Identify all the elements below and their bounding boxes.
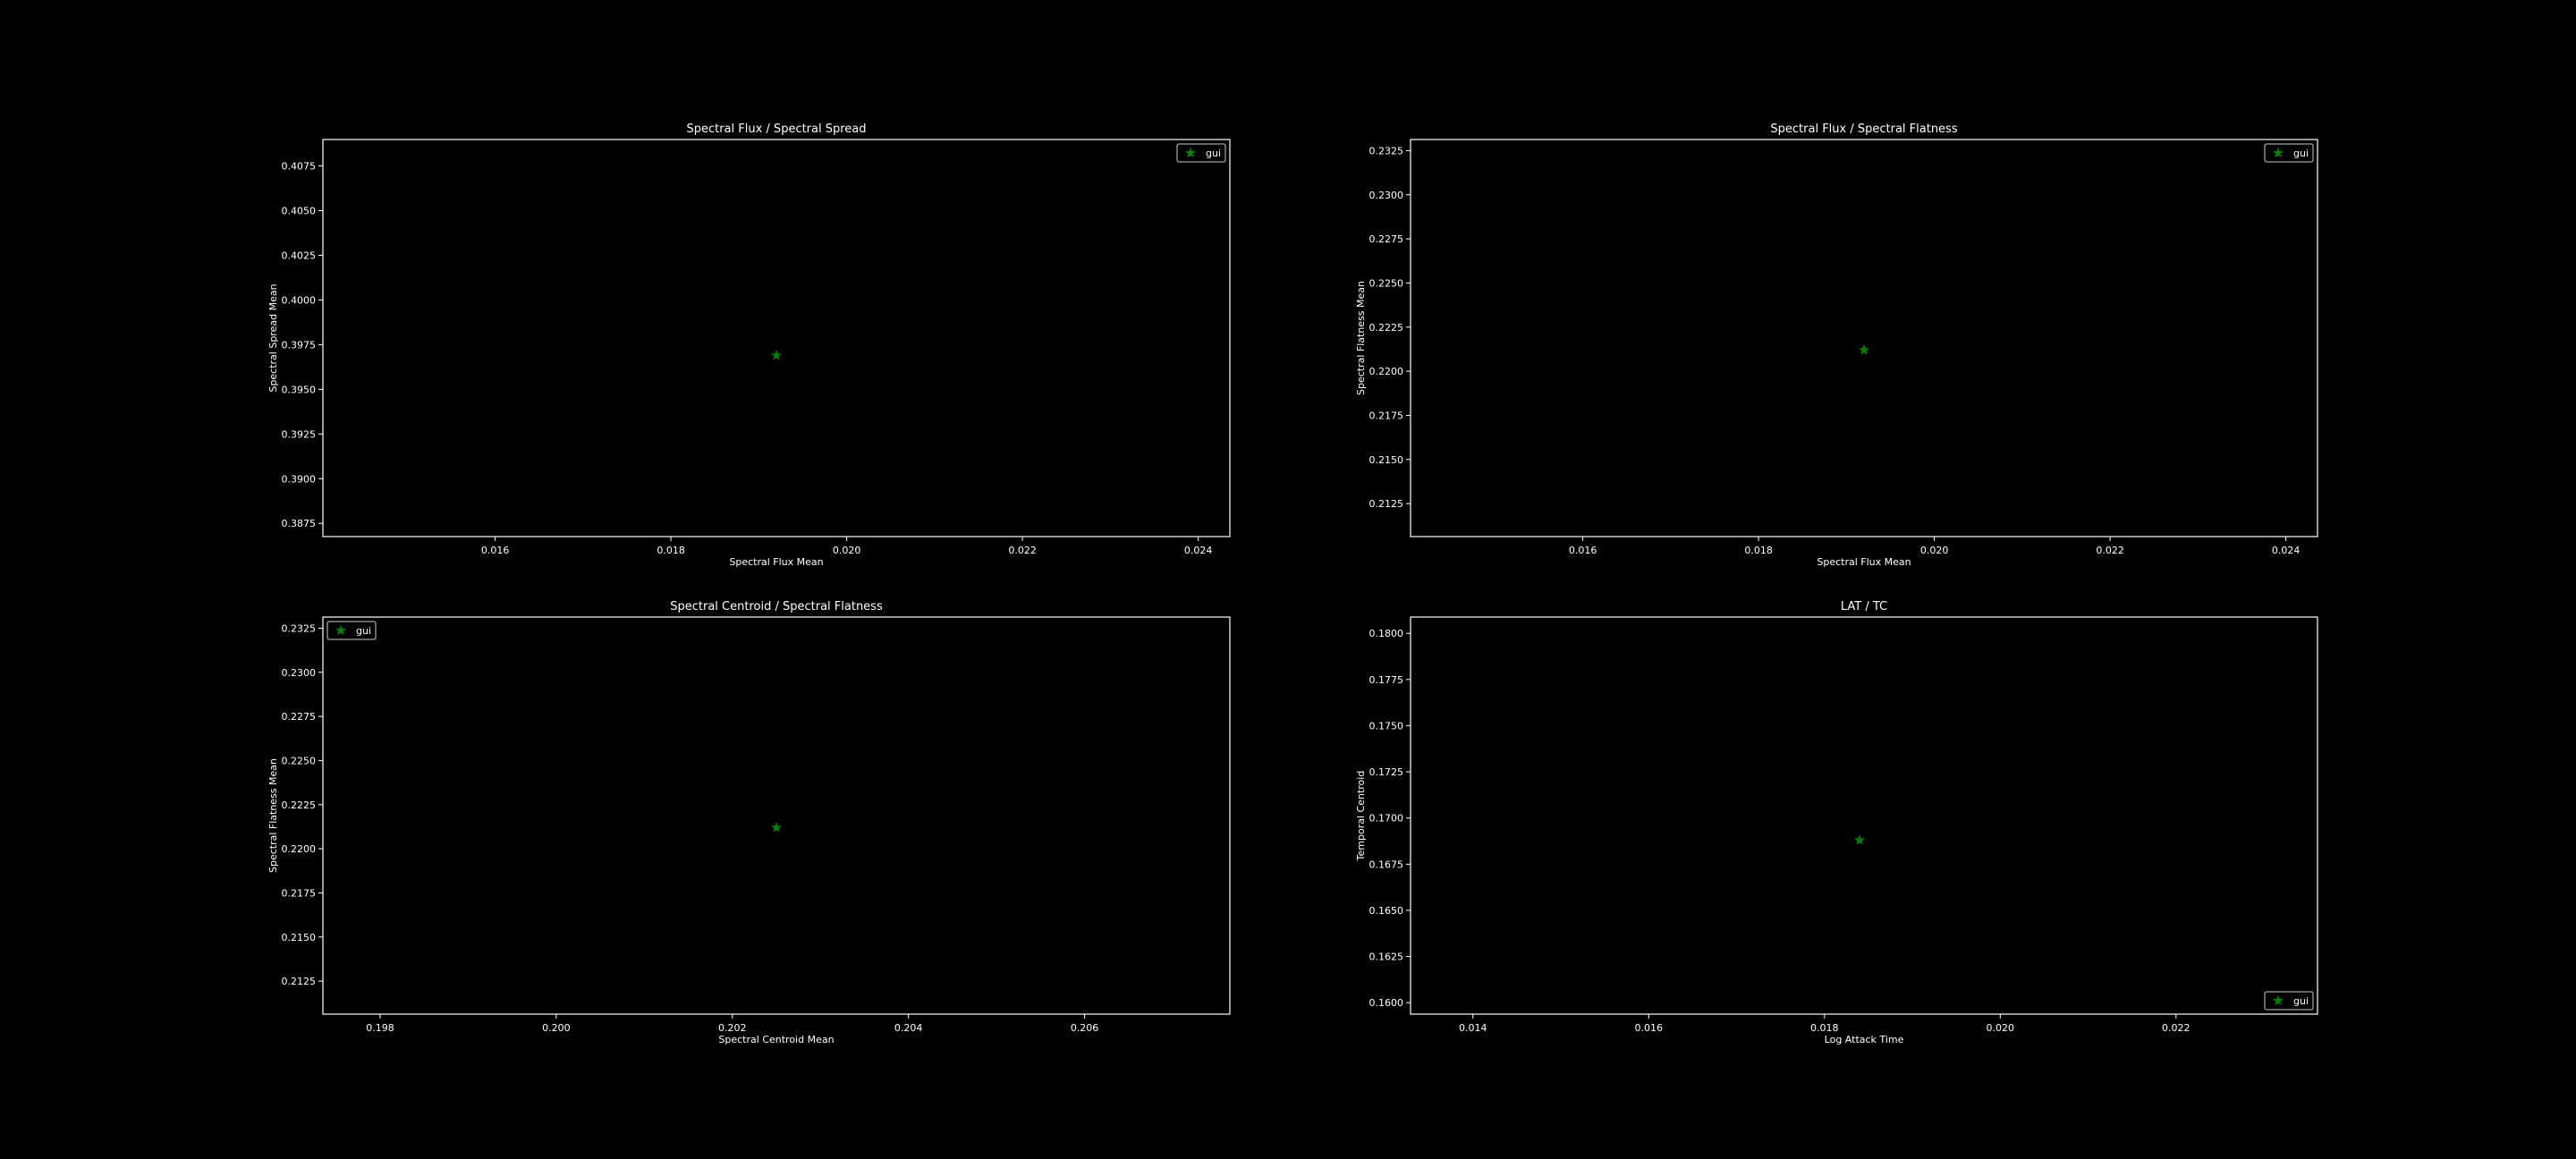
data-point xyxy=(1854,834,1866,845)
x-axis-label: Log Attack Time xyxy=(1825,1034,1904,1045)
legend-star-icon xyxy=(1184,147,1197,158)
legend-box xyxy=(2264,991,2314,1011)
y-tick-label: 0.1650 xyxy=(1369,905,1404,917)
axes-frame xyxy=(1410,139,2318,537)
x-axis-label: Spectral Flux Mean xyxy=(1817,556,1911,568)
subplot-title: Spectral Centroid / Spectral Flatness xyxy=(670,600,883,613)
axes-frame xyxy=(322,139,1231,537)
x-axis-label: Spectral Flux Mean xyxy=(729,556,823,568)
subplot-title: Spectral Flux / Spectral Spread xyxy=(686,123,866,136)
x-axis-label: Spectral Centroid Mean xyxy=(718,1034,834,1045)
legend-box xyxy=(2264,143,2314,163)
y-tick-label: 0.2250 xyxy=(1369,277,1404,289)
x-tick-label: 0.016 xyxy=(1569,545,1597,556)
legend-label: gui xyxy=(2293,148,2309,159)
y-tick-label: 0.2275 xyxy=(282,711,317,723)
y-tick-label: 0.2300 xyxy=(1369,190,1404,201)
x-tick-label: 0.200 xyxy=(542,1022,571,1034)
y-axis-label: Spectral Spread Mean xyxy=(267,283,279,392)
x-tick-label: 0.016 xyxy=(1635,1022,1664,1034)
x-tick-label: 0.024 xyxy=(1184,545,1213,556)
legend-star-icon xyxy=(2272,994,2284,1006)
legend: gui xyxy=(2264,143,2314,163)
legend-label: gui xyxy=(2293,995,2309,1007)
y-tick-label: 0.1725 xyxy=(1369,766,1404,778)
y-tick-label: 0.3975 xyxy=(282,339,317,351)
y-tick-label: 0.2175 xyxy=(1369,410,1404,421)
y-tick-label: 0.2275 xyxy=(1369,233,1404,245)
x-tick-label: 0.016 xyxy=(481,545,510,556)
legend-box xyxy=(1176,143,1226,163)
axes-frame xyxy=(322,616,1231,1015)
x-tick-label: 0.018 xyxy=(657,545,685,556)
subplot-4: LAT / TC 0.014 0.016 0.018 0.020 0.022 0.1600 0… xyxy=(1355,600,2318,1045)
y-tick-label: 0.2150 xyxy=(1369,454,1404,466)
y-tick-label: 0.2200 xyxy=(1369,366,1404,377)
y-tick-label: 0.3900 xyxy=(282,473,317,485)
legend: gui xyxy=(2264,991,2314,1011)
y-tick-label: 0.4025 xyxy=(282,250,317,261)
y-tick-label: 0.1675 xyxy=(1369,859,1404,870)
y-tick-label: 0.2250 xyxy=(282,755,317,766)
y-axis-label: Temporal Centroid xyxy=(1355,771,1367,862)
y-tick-label: 0.2150 xyxy=(282,932,317,943)
x-tick-label: 0.014 xyxy=(1459,1022,1487,1034)
legend-box xyxy=(326,621,377,640)
x-tick-label: 0.018 xyxy=(1810,1022,1839,1034)
y-tick-label: 0.3925 xyxy=(282,428,317,440)
y-axis-label: Spectral Flatness Mean xyxy=(1355,281,1367,395)
y-axis-label: Spectral Flatness Mean xyxy=(267,758,279,873)
subplot-2: Spectral Flux / Spectral Flatness 0.016 0.… xyxy=(1355,123,2318,568)
data-point xyxy=(770,822,783,833)
x-tick-label: 0.206 xyxy=(1071,1022,1099,1034)
x-tick-label: 0.022 xyxy=(2162,1022,2190,1034)
y-tick-label: 0.2125 xyxy=(282,976,317,987)
legend-star-icon xyxy=(2272,147,2284,158)
y-tick-label: 0.1600 xyxy=(1369,997,1404,1009)
y-tick-label: 0.3875 xyxy=(282,518,317,529)
y-tick-label: 0.1800 xyxy=(1369,628,1404,639)
y-tick-label: 0.2175 xyxy=(282,887,317,899)
y-tick-label: 0.2225 xyxy=(282,799,317,811)
y-tick-label: 0.2125 xyxy=(1369,498,1404,510)
x-tick-label: 0.022 xyxy=(2096,545,2124,556)
y-tick-label: 0.1700 xyxy=(1369,813,1404,825)
x-tick-label: 0.022 xyxy=(1008,545,1037,556)
x-tick-label: 0.020 xyxy=(833,545,861,556)
y-tick-label: 0.3950 xyxy=(282,384,317,395)
subplot-title: Spectral Flux / Spectral Flatness xyxy=(1770,123,1957,136)
subplot-title: LAT / TC xyxy=(1841,600,1887,613)
y-tick-label: 0.4075 xyxy=(282,161,317,173)
x-tick-label: 0.202 xyxy=(718,1022,747,1034)
x-tick-label: 0.020 xyxy=(1920,545,1949,556)
x-tick-label: 0.024 xyxy=(2272,545,2301,556)
y-tick-label: 0.2300 xyxy=(282,667,317,679)
y-tick-label: 0.1750 xyxy=(1369,720,1404,732)
y-tick-label: 0.2225 xyxy=(1369,322,1404,334)
y-tick-label: 0.1775 xyxy=(1369,674,1404,686)
subplot-3: Spectral Centroid / Spectral Flatness 0.1… xyxy=(267,600,1231,1045)
legend: gui xyxy=(326,621,377,640)
y-tick-label: 0.2325 xyxy=(1369,145,1404,157)
y-tick-label: 0.2200 xyxy=(282,843,317,855)
x-tick-label: 0.020 xyxy=(1987,1022,2015,1034)
data-point xyxy=(1858,344,1870,355)
y-tick-label: 0.4050 xyxy=(282,206,317,217)
x-tick-label: 0.198 xyxy=(366,1022,394,1034)
y-tick-label: 0.1625 xyxy=(1369,952,1404,963)
legend-label: gui xyxy=(356,625,371,637)
data-point xyxy=(770,350,783,360)
legend: gui xyxy=(1176,143,1226,163)
x-tick-label: 0.018 xyxy=(1744,545,1773,556)
y-tick-label: 0.2325 xyxy=(282,622,317,634)
x-tick-label: 0.204 xyxy=(894,1022,923,1034)
y-tick-label: 0.4000 xyxy=(282,294,317,306)
axes-frame xyxy=(1410,616,2318,1015)
legend-star-icon xyxy=(335,624,347,636)
subplot-1: Spectral Flux / Spectral Spread 0.016 0.01… xyxy=(267,123,1231,568)
legend-label: gui xyxy=(1206,148,1221,159)
